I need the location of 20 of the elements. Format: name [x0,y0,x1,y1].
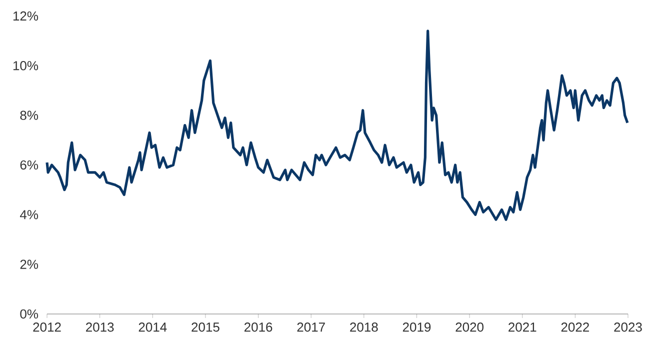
x-tick-label: 2023 [614,322,642,332]
x-tick-label: 2020 [456,322,484,332]
y-tick-label: 2% [20,260,38,269]
x-tick-label: 2018 [350,322,378,332]
x-tick-label: 2013 [86,322,114,332]
x-tick-label: 2022 [561,322,589,332]
line-series [46,30,629,221]
y-tick-label: 10% [13,61,38,70]
x-tick-label: 2012 [33,322,61,332]
y-tick-label: 0% [20,309,38,319]
x-tick-label: 2015 [192,322,220,332]
y-tick-label: 4% [20,210,38,220]
y-tick-label: 6% [20,160,38,170]
x-tick-label: 2021 [508,322,536,332]
x-tick-label: 2016 [244,322,272,332]
x-tick-label: 2014 [138,322,167,332]
x-tick-label: 2019 [402,322,431,332]
y-tick-label: 8% [20,110,38,120]
x-tick-label: 2017 [297,322,325,332]
y-tick-label: 12% [13,11,38,21]
